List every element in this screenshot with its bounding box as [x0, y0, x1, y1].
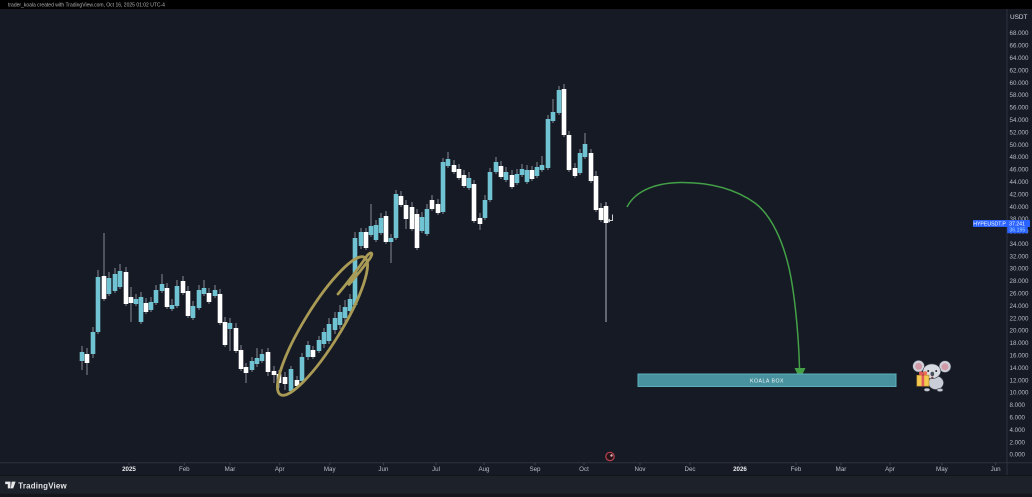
svg-text:0.000: 0.000 [1010, 452, 1026, 459]
svg-text:58.000: 58.000 [1010, 92, 1029, 99]
svg-text:66.000: 66.000 [1010, 43, 1029, 50]
svg-text:Mar: Mar [225, 466, 236, 473]
svg-text:May: May [936, 466, 949, 473]
svg-text:Nov: Nov [634, 466, 646, 473]
svg-text:28.000: 28.000 [1010, 278, 1029, 285]
svg-text:Feb: Feb [179, 466, 190, 473]
svg-text:50.000: 50.000 [1010, 142, 1029, 149]
svg-text:62.000: 62.000 [1010, 67, 1029, 74]
svg-text:2026: 2026 [733, 466, 747, 473]
svg-text:48.000: 48.000 [1010, 154, 1029, 161]
svg-text:54.000: 54.000 [1010, 117, 1029, 124]
svg-text:Oct: Oct [579, 466, 589, 473]
svg-text:37.241: 37.241 [1009, 221, 1025, 227]
svg-text:20.000: 20.000 [1010, 328, 1029, 335]
svg-text:68.000: 68.000 [1010, 30, 1029, 37]
svg-text:Apr: Apr [275, 466, 285, 473]
svg-text:32.000: 32.000 [1010, 253, 1029, 260]
svg-text:Feb: Feb [791, 466, 802, 473]
svg-text:22.000: 22.000 [1010, 315, 1029, 322]
svg-text:Apr: Apr [885, 466, 895, 473]
svg-text:8.000: 8.000 [1010, 402, 1026, 409]
svg-text:10.000: 10.000 [1010, 390, 1029, 397]
svg-text:HYPEUSDT.P: HYPEUSDT.P [973, 221, 1006, 227]
svg-text:64.000: 64.000 [1010, 55, 1029, 62]
svg-text:12.000: 12.000 [1010, 377, 1029, 384]
svg-text:52.000: 52.000 [1010, 129, 1029, 136]
svg-text:46.000: 46.000 [1010, 167, 1029, 174]
svg-text:Dec: Dec [684, 466, 695, 473]
svg-text:16.000: 16.000 [1010, 353, 1029, 360]
svg-text:40.000: 40.000 [1010, 204, 1029, 211]
svg-text:2.000: 2.000 [1010, 439, 1026, 446]
svg-text:26.000: 26.000 [1010, 291, 1029, 298]
svg-text:May: May [324, 466, 337, 473]
svg-text:Aug: Aug [478, 466, 490, 473]
svg-text:Jun: Jun [991, 466, 1002, 473]
svg-text:34.000: 34.000 [1010, 241, 1029, 248]
svg-text:44.000: 44.000 [1010, 179, 1029, 186]
svg-text:KOALA BOX: KOALA BOX [750, 379, 784, 385]
svg-text:USDT: USDT [1010, 14, 1027, 21]
svg-text:14.000: 14.000 [1010, 365, 1029, 372]
svg-text:Jul: Jul [432, 466, 440, 473]
svg-text:6.000: 6.000 [1010, 415, 1026, 422]
svg-text:4.000: 4.000 [1010, 427, 1026, 434]
svg-text:Mar: Mar [836, 466, 847, 473]
svg-text:18.000: 18.000 [1010, 340, 1029, 347]
svg-text:trader_koala created with Trad: trader_koala created with TradingView.co… [8, 3, 165, 9]
svg-text:TradingView: TradingView [18, 482, 67, 491]
svg-text:38.000: 38.000 [1010, 216, 1029, 223]
svg-text:Jun: Jun [378, 466, 389, 473]
svg-text:42.000: 42.000 [1010, 191, 1029, 198]
svg-text:36.195: 36.195 [1009, 228, 1025, 234]
svg-text:30.000: 30.000 [1010, 266, 1029, 273]
svg-text:Sep: Sep [529, 466, 541, 473]
svg-text:2025: 2025 [122, 466, 136, 473]
svg-text:60.000: 60.000 [1010, 80, 1029, 87]
svg-text:24.000: 24.000 [1010, 303, 1029, 310]
svg-text:56.000: 56.000 [1010, 105, 1029, 112]
